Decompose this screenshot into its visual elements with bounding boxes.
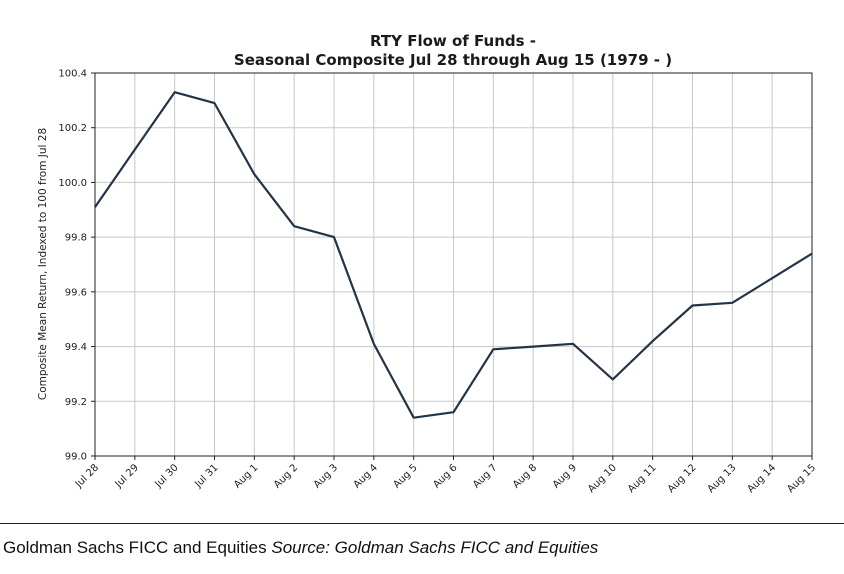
x-tick-label: Aug 1: [232, 462, 260, 490]
series-line: [94, 91, 813, 419]
grid-lines: [94, 72, 813, 457]
caption-divider: [0, 523, 844, 524]
x-tick-label: Jul 30: [153, 462, 181, 490]
x-tick-label: Aug 5: [391, 462, 419, 490]
x-tick-labels: Jul 28 Jul 29 Jul 30 Jul 31 Aug 1 Aug 2 Aug 3 A…: [73, 456, 818, 495]
x-tick-label: Aug 10: [586, 462, 619, 495]
source-name: Goldman Sachs FICC and Equities: [3, 538, 267, 557]
x-tick-label: Aug 13: [706, 462, 739, 495]
line-chart: RTY Flow of Funds - Seasonal Composite J…: [37, 32, 818, 495]
x-tick-label: Jul 29: [113, 462, 141, 490]
source-caption: Goldman Sachs FICC and Equities Source: …: [3, 538, 598, 558]
y-tick-label: 99.0: [65, 452, 87, 463]
x-tick-label: Aug 9: [551, 462, 579, 490]
y-tick-labels: 99.0 99.2 99.4 99.6 99.8 100.0 100.2 100.4: [58, 69, 95, 463]
y-tick-label: 99.4: [65, 342, 87, 353]
x-tick-label: Aug 7: [471, 462, 499, 490]
x-tick-label: Aug 15: [785, 462, 818, 495]
x-tick-label: Jul 28: [73, 462, 101, 490]
x-tick-label: Aug 8: [511, 462, 539, 490]
y-tick-label: 99.8: [65, 233, 87, 244]
x-tick-label: Aug 4: [352, 462, 380, 490]
x-tick-label: Aug 11: [626, 462, 659, 495]
x-tick-label: Aug 14: [745, 462, 778, 495]
chart-title-line-1: RTY Flow of Funds -: [370, 32, 536, 50]
x-tick-label: Aug 6: [431, 462, 459, 490]
source-label: Source: Goldman Sachs FICC and Equities: [271, 538, 599, 557]
y-tick-label: 100.0: [58, 178, 87, 189]
chart-title-line-2: Seasonal Composite Jul 28 through Aug 15…: [234, 51, 672, 69]
x-tick-label: Aug 3: [312, 462, 340, 490]
y-tick-label: 100.4: [58, 69, 87, 80]
x-tick-label: Jul 31: [192, 462, 220, 490]
x-tick-label: Aug 2: [272, 462, 300, 490]
y-tick-label: 99.6: [65, 287, 87, 298]
x-tick-label: Aug 12: [666, 462, 699, 495]
y-axis-label: Composite Mean Return, Indexed to 100 fr…: [37, 128, 49, 400]
y-tick-label: 99.2: [65, 397, 87, 408]
plot-frame: [94, 72, 813, 457]
y-tick-label: 100.2: [58, 123, 87, 134]
